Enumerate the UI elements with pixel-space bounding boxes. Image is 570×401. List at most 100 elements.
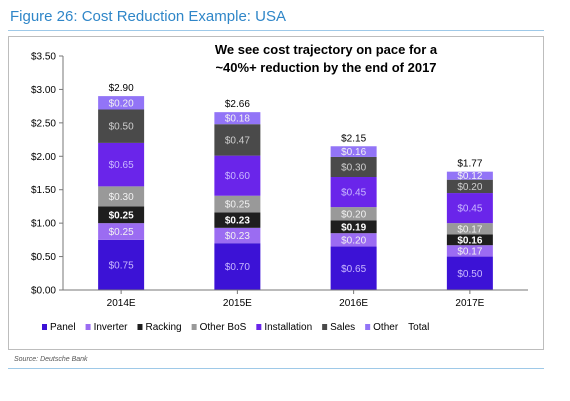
bar-segment-racking	[446, 234, 493, 246]
plot-frame	[8, 36, 544, 350]
total-label: $2.66	[225, 99, 250, 110]
legend-label-other: Other	[373, 322, 399, 333]
segment-label-inverter: $0.25	[109, 227, 134, 238]
bar-segment-installation	[330, 177, 377, 208]
segment-label-sales: $0.20	[457, 182, 482, 193]
bar-segment-other-bos	[98, 186, 145, 207]
bar-stack-2017e: $0.50 $0.17$0.16$0.17 $0.45 $0.20$0.12$1.77	[446, 159, 493, 290]
segment-label-sales: $0.50	[109, 122, 134, 133]
bar-segment-inverter	[214, 227, 261, 244]
segment-label-racking: $0.19	[341, 222, 366, 233]
y-tick-label: $0.50	[31, 252, 56, 263]
y-tick-label: $1.00	[31, 219, 56, 230]
bar-segment-inverter	[98, 223, 145, 240]
segment-label-installation: $0.60	[225, 171, 250, 182]
bar-segment-other-bos	[330, 207, 377, 221]
figure-title: Figure 26: Cost Reduction Example: USA	[10, 8, 286, 25]
x-axis: 2014E 2015E 2016E 2017E	[63, 289, 528, 309]
bar-segment-panel	[214, 243, 261, 290]
segment-label-sales: $0.30	[341, 162, 366, 173]
bar-stack-2014e: $0.75 $0.25 $0.25 $0.30 $0.65 $0.50 $0.20 $2.90	[98, 83, 145, 290]
y-tick-label: $3.50	[31, 52, 56, 63]
legend-swatch-installation	[256, 324, 262, 330]
chart-annotation: We see cost trajectory on pace for a ~40%…	[215, 42, 438, 75]
bar-segment-panel	[98, 239, 145, 290]
segment-label-racking: $0.16	[457, 235, 482, 246]
bar-segment-panel	[446, 256, 493, 290]
legend-label-racking: Racking	[145, 322, 181, 333]
segment-label-installation: $0.45	[457, 204, 482, 215]
bar-stack-2015e: $0.70 $0.23 $0.23 $0.25 $0.60 $0.47 $0.18 $2.66	[214, 99, 261, 290]
bar-segment-panel	[330, 246, 377, 290]
legend-label-inverter: Inverter	[94, 322, 129, 333]
legend-swatch-sales	[322, 324, 328, 330]
segment-label-inverter: $0.17	[457, 246, 482, 257]
segment-label-other: $0.18	[225, 114, 250, 125]
total-label: $2.90	[109, 83, 134, 94]
bar-segment-inverter	[330, 233, 377, 247]
y-axis: $0.00 $0.50 $1.00 $1.50 $2.00 $2.50 $3.00 $3.50	[31, 52, 64, 297]
segment-label-panel: $0.65	[341, 264, 366, 275]
bar-stack-2016e: $0.65 $0.20 $0.19 $0.20 $0.45 $0.30 $0.16 $2.15	[330, 133, 377, 290]
segment-label-other-bos: $0.25	[225, 200, 250, 211]
bar-segment-racking	[330, 220, 377, 234]
x-tick-label: 2014E	[107, 298, 136, 309]
segment-label-other-bos: $0.30	[109, 192, 134, 203]
legend-swatch-inverter	[85, 324, 91, 330]
segment-label-other: $0.16	[341, 147, 366, 158]
segment-label-other: $0.12	[457, 171, 482, 182]
segment-label-panel: $0.50	[457, 269, 482, 280]
title-divider	[8, 30, 544, 31]
source-note: Source: Deutsche Bank	[14, 356, 88, 363]
segment-label-installation: $0.45	[341, 188, 366, 199]
x-tick-label: 2017E	[455, 298, 484, 309]
bar-segment-other	[446, 171, 493, 180]
total-label: $2.15	[341, 133, 366, 144]
annotation-line: We see cost trajectory on pace for a	[215, 42, 438, 57]
bar-segment-installation	[98, 142, 145, 187]
bar-segment-sales	[330, 156, 377, 178]
segment-label-other: $0.20	[109, 98, 134, 109]
bar-segment-racking	[98, 206, 145, 224]
legend-swatch-racking	[137, 324, 143, 330]
bar-segment-inverter	[446, 245, 493, 257]
segment-label-inverter: $0.20	[341, 235, 366, 246]
legend-label-other-bos: Other BoS	[200, 322, 247, 333]
legend-swatch-other	[365, 324, 371, 330]
x-tick-label: 2016E	[339, 298, 368, 309]
y-tick-label: $1.50	[31, 185, 56, 196]
segment-label-panel: $0.70	[225, 262, 250, 273]
bar-segment-other	[214, 112, 261, 125]
segment-label-other-bos: $0.20	[341, 209, 366, 220]
total-label: $1.77	[457, 159, 482, 170]
bar-segment-installation	[214, 155, 261, 196]
segment-label-other-bos: $0.17	[457, 224, 482, 235]
segment-label-sales: $0.47	[225, 135, 250, 146]
bar-segment-sales	[214, 124, 261, 156]
bars: $0.75 $0.25 $0.25 $0.30 $0.65 $0.50 $0.20 $2.90…	[98, 83, 493, 290]
legend-label-installation: Installation	[264, 322, 312, 333]
y-tick-label: $2.50	[31, 118, 56, 129]
legend-swatch-panel	[42, 324, 47, 330]
legend-label-panel: Panel	[50, 322, 76, 333]
legend-swatch-other-bos	[191, 324, 197, 330]
cost-reduction-chart: $0.00 $0.50 $1.00 $1.50 $2.00 $2.50 $3.00 $3.50…	[31, 42, 528, 333]
y-tick-label: $3.00	[31, 85, 56, 96]
annotation-line: ~40%+ reduction by the end of 2017	[215, 60, 436, 75]
y-tick-label: $0.00	[31, 286, 56, 297]
segment-label-panel: $0.75	[109, 260, 134, 271]
x-tick-label: 2015E	[223, 298, 252, 309]
legend-label-total: Total	[408, 322, 429, 333]
bar-segment-installation	[446, 193, 493, 224]
bar-segment-other-bos	[446, 223, 493, 235]
legend-label-sales: Sales	[330, 322, 355, 333]
bar-segment-sales	[98, 109, 145, 143]
segment-label-installation: $0.65	[109, 160, 134, 171]
segment-label-inverter: $0.23	[225, 231, 250, 242]
segment-label-racking: $0.23	[225, 216, 250, 227]
bar-segment-racking	[214, 212, 261, 228]
segment-label-racking: $0.25	[109, 210, 134, 221]
bar-segment-other-bos	[214, 195, 261, 213]
bar-segment-sales	[446, 179, 493, 194]
bar-segment-other	[98, 96, 145, 110]
